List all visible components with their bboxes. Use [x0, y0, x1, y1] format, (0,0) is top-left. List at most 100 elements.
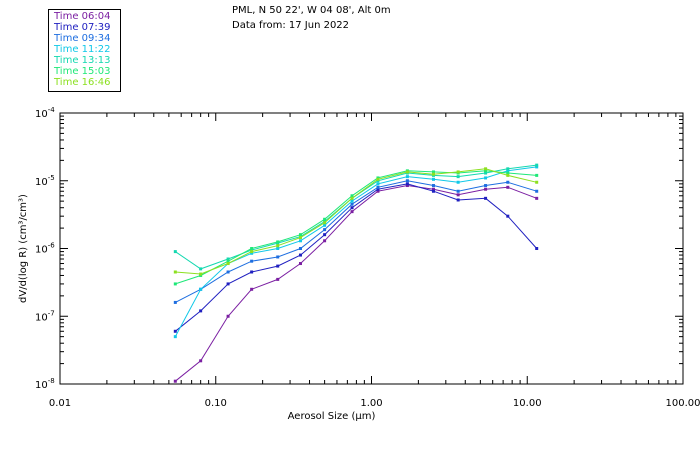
series-line-1503: [175, 170, 537, 285]
data-point: [199, 272, 203, 276]
data-point: [226, 314, 230, 318]
legend-entry: Time 15:03: [54, 66, 111, 77]
x-tick-label: 1.00: [360, 398, 382, 409]
data-point: [535, 163, 539, 167]
y-tick-label: 10-7: [35, 309, 55, 323]
data-point: [226, 282, 230, 286]
series-line-1313: [175, 164, 537, 270]
legend-box: [48, 9, 121, 92]
y-tick-label: 10-8: [35, 377, 55, 391]
data-point: [431, 187, 435, 191]
y-tick-label: 10-6: [35, 242, 55, 256]
data-point: [376, 177, 380, 181]
data-point: [376, 185, 380, 189]
data-point: [226, 257, 230, 261]
data-point: [484, 171, 488, 175]
data-point: [535, 173, 539, 177]
data-point: [506, 185, 510, 189]
data-point: [431, 177, 435, 181]
data-point: [405, 175, 409, 179]
y-tick-label: 10-5: [35, 174, 55, 188]
data-point: [431, 170, 435, 174]
data-point: [484, 169, 488, 173]
legend-entry: Time 13:13: [54, 55, 111, 66]
data-point: [276, 277, 280, 281]
data-point: [350, 194, 354, 198]
data-point: [484, 167, 488, 171]
data-point: [298, 262, 302, 266]
data-point: [276, 264, 280, 268]
legend-entry: Time 16:46: [54, 77, 111, 88]
plot-frame: [59, 112, 684, 385]
series-line-1122: [174, 166, 537, 337]
data-point: [484, 184, 488, 188]
data-point: [173, 335, 177, 339]
data-point: [484, 176, 488, 180]
data-point: [276, 244, 280, 248]
data-point: [323, 233, 327, 237]
data-point: [250, 270, 254, 274]
data-point: [484, 187, 488, 191]
data-point: [535, 189, 539, 193]
data-point: [250, 247, 254, 250]
data-point: [173, 300, 177, 304]
data-point: [250, 287, 254, 291]
data-point: [506, 180, 510, 184]
data-point: [173, 379, 177, 383]
data-point: [323, 217, 327, 221]
data-point: [456, 189, 460, 193]
data-point: [506, 214, 510, 218]
data-point: [456, 175, 460, 179]
data-point: [376, 182, 380, 186]
data-point: [431, 172, 435, 176]
data-point: [405, 182, 409, 186]
location-header: PML, N 50 22', W 04 08', Alt 0m: [232, 5, 391, 16]
x-axis-label: Aerosol Size (μm): [288, 411, 376, 422]
data-point: [199, 309, 203, 313]
data-point: [323, 223, 327, 227]
data-point: [226, 259, 230, 263]
data-point: [484, 196, 488, 200]
data-point: [535, 180, 539, 184]
data-point: [250, 248, 254, 252]
data-point: [350, 196, 354, 200]
data-point: [535, 247, 539, 250]
data-point: [173, 250, 177, 254]
data-point: [535, 165, 539, 169]
data-point: [456, 193, 460, 197]
x-tick-label: 100.00: [666, 398, 700, 409]
data-point: [276, 247, 280, 250]
data-point: [535, 196, 539, 200]
data-point: [250, 259, 254, 263]
y-axis-label: dV/d(log R) (cm³/cm³): [18, 194, 29, 303]
data-point: [405, 179, 409, 183]
legend-entry: Time 07:39: [54, 22, 111, 33]
data-point: [226, 270, 230, 274]
data-point: [350, 210, 354, 214]
data-point: [323, 239, 327, 243]
data-point: [506, 171, 510, 175]
data-point: [405, 170, 409, 174]
data-point: [199, 287, 203, 291]
date-header: Data from: 17 Jun 2022: [232, 20, 350, 31]
data-point: [173, 282, 177, 286]
data-point: [506, 167, 510, 171]
data-point: [298, 233, 302, 237]
data-point: [226, 262, 230, 266]
data-point: [456, 198, 460, 202]
data-point: [431, 189, 435, 193]
data-point: [376, 189, 380, 193]
data-point: [250, 250, 254, 254]
data-point: [298, 253, 302, 257]
data-point: [456, 170, 460, 174]
data-point: [376, 187, 380, 191]
data-point: [199, 267, 203, 271]
data-point: [350, 206, 354, 210]
data-point: [298, 239, 302, 243]
data-point: [199, 359, 203, 363]
legend-entry: Time 06:04: [54, 11, 111, 22]
data-point: [506, 173, 510, 177]
legend-entry: Time 11:22: [54, 44, 111, 55]
data-point: [405, 184, 409, 188]
